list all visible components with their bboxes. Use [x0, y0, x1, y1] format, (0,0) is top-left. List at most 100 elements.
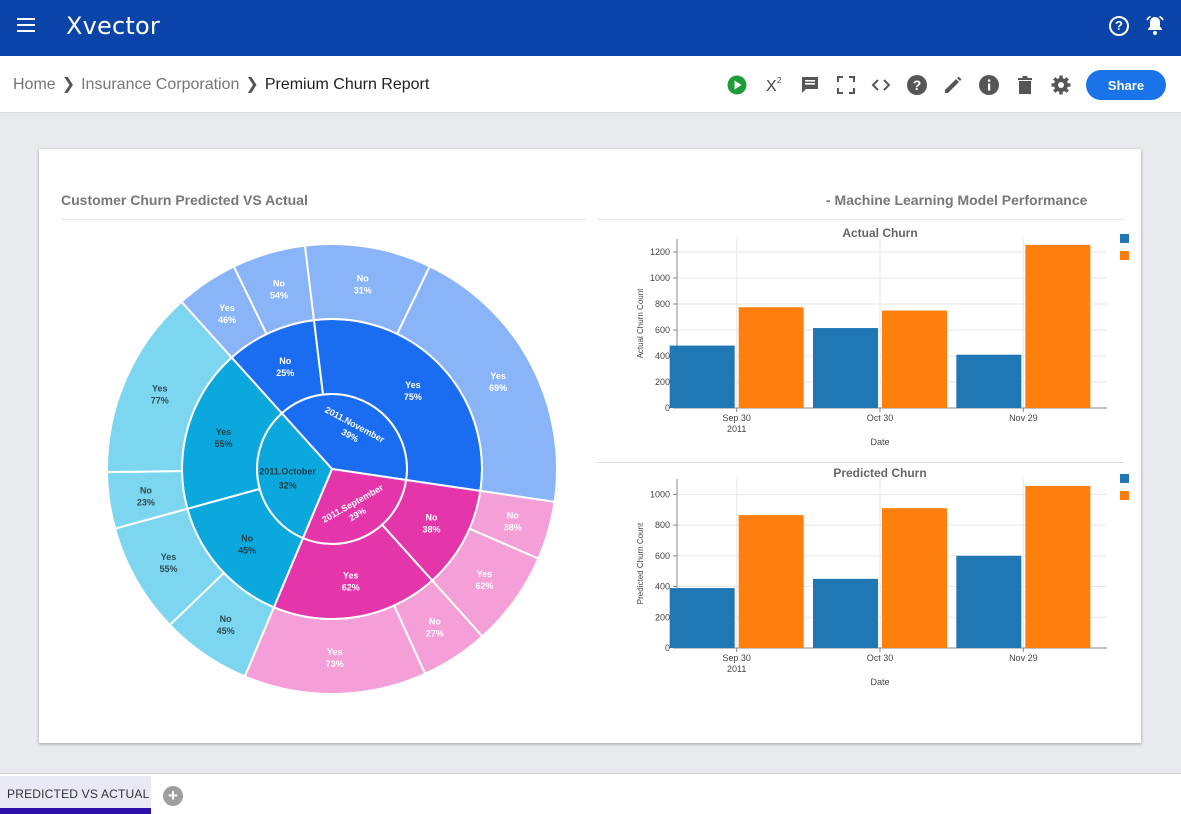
y-tick-label: 1000 — [650, 489, 670, 499]
sunburst-label: 27% — [426, 628, 444, 638]
bar-yes[interactable] — [882, 310, 947, 409]
y-tick-label: 800 — [655, 299, 670, 309]
comment-icon[interactable] — [799, 74, 821, 96]
right-panel-title: - Machine Learning Model Performance — [826, 192, 1088, 208]
sunburst-label: 62% — [342, 582, 360, 592]
y-tick-label: 200 — [655, 612, 670, 622]
sunburst-label: No — [429, 616, 441, 626]
breadcrumb-home[interactable]: Home — [13, 76, 56, 93]
brand-logo[interactable]: Xvector — [66, 12, 160, 40]
info-icon[interactable] — [978, 74, 1000, 96]
sunburst-label: Yes — [216, 427, 232, 437]
sunburst-label: 31% — [354, 286, 372, 296]
sunburst-label: No — [273, 279, 285, 289]
breadcrumb: Home ❯ Insurance Corporation ❯ Premium Churn… — [13, 74, 429, 94]
y-tick-label: 400 — [655, 351, 670, 361]
sunburst-label: 55% — [215, 439, 233, 449]
x-axis-label: Date — [870, 437, 889, 447]
breadcrumb-parent[interactable]: Insurance Corporation — [81, 76, 240, 93]
chevron-right-icon: ❯ — [61, 76, 76, 93]
add-tab-plus-icon[interactable]: + — [163, 786, 183, 806]
help-icon[interactable]: ? — [906, 74, 928, 96]
bar-no[interactable] — [669, 588, 735, 648]
sunburst-label: 69% — [489, 383, 507, 393]
sunburst-label: 32% — [279, 481, 297, 491]
y-tick-label: 1200 — [650, 247, 670, 257]
bar-no[interactable] — [956, 354, 1022, 408]
settings-gear-icon[interactable] — [1050, 74, 1072, 96]
sunburst-label: 77% — [151, 396, 169, 406]
hamburger-menu-icon[interactable] — [17, 18, 35, 36]
y-tick-label: 200 — [655, 377, 670, 387]
y-tick-label: 600 — [655, 325, 670, 335]
legend-swatch — [1120, 491, 1129, 500]
x-tick-label: Nov 29 — [1009, 653, 1038, 663]
sunburst-label: 25% — [276, 368, 294, 378]
x-tick-label: Nov 29 — [1009, 413, 1038, 423]
tab-predicted-vs-actual[interactable]: PREDICTED VS ACTUAL — [0, 776, 151, 814]
y-tick-label: 0 — [665, 403, 670, 413]
sunburst-label: Yes — [161, 552, 177, 562]
x-axis-label: Date — [870, 677, 889, 687]
share-button[interactable]: Share — [1086, 70, 1166, 100]
sunburst-label: 55% — [160, 564, 178, 574]
chart-title: Predicted Churn — [833, 466, 926, 480]
x-tick-label: Oct 30 — [867, 413, 894, 423]
chevron-right-icon: ❯ — [245, 76, 259, 93]
help-circle-icon[interactable]: ? — [1109, 16, 1129, 36]
sunburst-label: 38% — [504, 523, 522, 533]
edit-pencil-icon[interactable] — [942, 74, 964, 96]
sunburst-label: No — [220, 614, 232, 624]
tab-label: PREDICTED VS ACTUAL — [7, 787, 150, 801]
code-icon[interactable] — [870, 74, 892, 96]
sunburst-label: 73% — [326, 659, 344, 669]
bar-no[interactable] — [669, 345, 735, 408]
run-icon[interactable] — [726, 74, 748, 96]
sunburst-label: No — [140, 485, 152, 495]
bar-yes[interactable] — [738, 307, 804, 408]
top-app-bar: Xvector ? — [0, 0, 1181, 56]
bar-yes[interactable] — [1025, 244, 1091, 408]
sunburst-label: Yes — [343, 570, 359, 580]
sunburst-label: No — [426, 512, 438, 522]
sunburst-label: No — [357, 274, 369, 284]
legend-swatch — [1120, 474, 1129, 483]
sunburst-chart[interactable]: 2011.November39%No25%Yes46%No54%Yes75%No… — [80, 219, 600, 739]
bar-no[interactable] — [956, 555, 1022, 648]
sunburst-label: No — [507, 511, 519, 521]
bar-yes[interactable] — [1025, 485, 1091, 648]
fullscreen-icon[interactable] — [835, 74, 857, 96]
svg-text:?: ? — [913, 77, 922, 93]
delete-icon[interactable] — [1014, 74, 1036, 96]
left-panel-title: Customer Churn Predicted VS Actual — [61, 192, 308, 208]
breadcrumb-bar: Home ❯ Insurance Corporation ❯ Premium Churn… — [0, 56, 1181, 113]
sunburst-label: 46% — [218, 315, 236, 325]
bar-yes[interactable] — [882, 508, 947, 648]
x-tick-label: Sep 30 — [722, 413, 751, 423]
x-year-label: 2011 — [727, 424, 746, 434]
divider — [597, 462, 1124, 463]
y-axis-label: Predicted Churn Count — [636, 522, 645, 604]
sunburst-segment-predicted[interactable] — [106, 300, 234, 474]
sunburst-label: 54% — [270, 291, 288, 301]
bar-no[interactable] — [813, 328, 878, 408]
legend-swatch — [1120, 234, 1129, 243]
report-card: Customer Churn Predicted VS Actual - Mac… — [39, 149, 1141, 743]
sunburst-label: Yes — [490, 371, 506, 381]
sunburst-label: 2011.October — [259, 467, 316, 477]
y-axis-label: Actual Churn Count — [636, 288, 645, 359]
divider — [597, 219, 1124, 220]
sunburst-label: 75% — [404, 392, 422, 402]
svg-text:X: X — [766, 78, 777, 95]
notification-bell-icon[interactable] — [1143, 14, 1167, 38]
y-tick-label: 600 — [655, 551, 670, 561]
sunburst-label: 45% — [238, 546, 256, 556]
bar-no[interactable] — [813, 578, 878, 648]
sunburst-label: Yes — [477, 569, 493, 579]
x-year-label: 2011 — [727, 664, 746, 674]
sunburst-label: Yes — [405, 380, 421, 390]
bar-yes[interactable] — [738, 515, 804, 648]
